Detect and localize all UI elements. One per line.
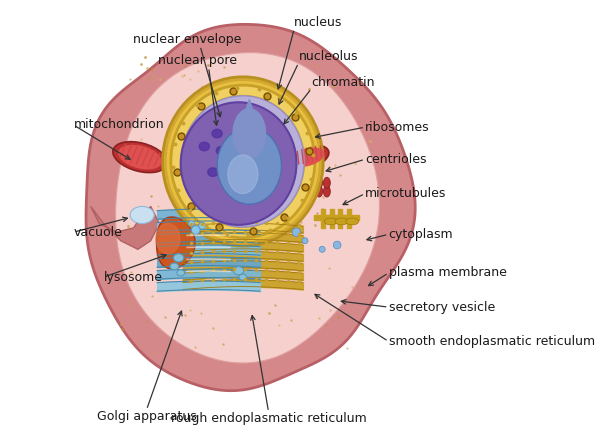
Ellipse shape [302,238,308,244]
Ellipse shape [242,194,252,202]
Ellipse shape [177,270,185,276]
Text: Golgi apparatus: Golgi apparatus [97,410,196,423]
Polygon shape [116,52,379,363]
Text: nuclear envelope: nuclear envelope [133,33,241,46]
Ellipse shape [170,263,179,270]
Ellipse shape [308,186,315,197]
Ellipse shape [289,147,324,167]
Ellipse shape [319,246,325,252]
Ellipse shape [346,218,359,225]
Ellipse shape [176,111,195,130]
Ellipse shape [216,147,226,155]
Ellipse shape [113,142,167,172]
Ellipse shape [118,145,162,169]
Text: secretory vesicle: secretory vesicle [389,301,495,313]
Ellipse shape [285,145,329,169]
Ellipse shape [225,181,235,189]
Ellipse shape [188,221,195,227]
Polygon shape [236,99,263,142]
Ellipse shape [292,228,300,236]
Text: plasma membrane: plasma membrane [389,266,507,280]
Text: smooth endoplasmatic reticulum: smooth endoplasmatic reticulum [389,335,595,348]
Text: mitochondrion: mitochondrion [73,119,164,132]
Ellipse shape [316,177,323,188]
Ellipse shape [199,142,209,150]
Text: chromatin: chromatin [312,76,375,89]
Ellipse shape [316,186,323,197]
Ellipse shape [182,96,304,227]
Polygon shape [157,217,195,269]
Polygon shape [91,206,159,249]
Text: nucleus: nucleus [294,15,343,28]
Ellipse shape [324,177,330,188]
Ellipse shape [324,186,330,197]
Ellipse shape [207,168,218,176]
Ellipse shape [130,206,154,224]
Ellipse shape [239,274,247,280]
Ellipse shape [181,102,296,225]
Ellipse shape [233,109,266,158]
Text: ribosomes: ribosomes [365,121,430,134]
Ellipse shape [334,241,341,249]
Ellipse shape [199,222,206,229]
Ellipse shape [228,155,258,194]
Ellipse shape [192,226,200,234]
Ellipse shape [156,224,180,254]
Ellipse shape [308,177,315,188]
Ellipse shape [173,254,184,262]
Text: cytoplasm: cytoplasm [389,228,453,241]
Text: rough endoplasmatic reticulum: rough endoplasmatic reticulum [171,412,367,425]
Ellipse shape [233,267,244,275]
Ellipse shape [217,127,282,204]
Text: nuclear pore: nuclear pore [159,54,237,67]
Text: microtubules: microtubules [365,187,446,200]
Text: nucleolus: nucleolus [299,50,358,63]
Ellipse shape [324,218,337,225]
Text: centrioles: centrioles [365,153,427,166]
Ellipse shape [212,129,222,138]
Text: vacuole: vacuole [73,226,122,239]
Polygon shape [86,25,415,391]
Ellipse shape [335,218,348,225]
Ellipse shape [169,173,184,188]
Ellipse shape [237,134,248,142]
Text: lysosome: lysosome [103,270,163,284]
Ellipse shape [246,172,256,181]
